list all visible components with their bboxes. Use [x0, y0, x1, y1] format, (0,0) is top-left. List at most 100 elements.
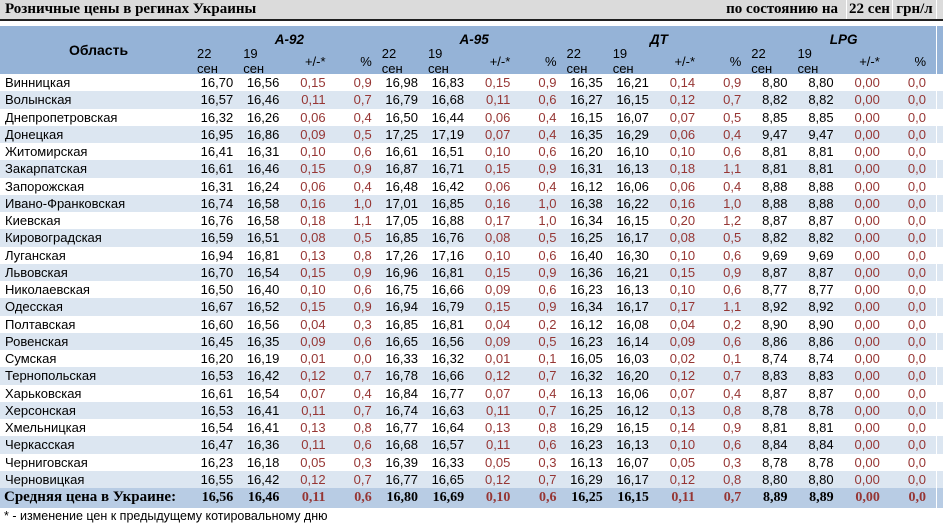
- price-cell: 8,86: [762, 333, 788, 349]
- price-cell: 16,23: [570, 437, 603, 453]
- region-name-cell: Черниговская: [5, 454, 88, 470]
- price-cell: 16,33: [431, 454, 465, 470]
- price-cell: 8,82: [762, 92, 788, 108]
- percent-cell: 0,0: [907, 247, 926, 263]
- percent-cell: 0,0: [907, 126, 926, 142]
- price-cell: 16,76: [200, 213, 234, 229]
- table-row: Николаевская 16,50 16,40 0,10 0,6 16,75 16,66 0…: [0, 281, 943, 299]
- price-cell: 16,70: [200, 75, 234, 91]
- price-cell: 16,55: [200, 471, 234, 487]
- price-cell: 8,87: [808, 264, 834, 280]
- change-cell: 0,15: [485, 75, 511, 91]
- percent-cell: 0,6: [723, 282, 742, 298]
- region-name-cell: Запорожская: [5, 178, 85, 194]
- change-cell: 0,15: [300, 299, 326, 315]
- percent-cell: 0,7: [353, 402, 372, 418]
- percent-cell: 0,3: [353, 316, 372, 332]
- table-row: Запорожская 16,31 16,24 0,06 0,4 16,48 16,42 0,…: [0, 177, 943, 195]
- percent-cell: 0,4: [353, 109, 372, 125]
- price-cell: 8,80: [808, 75, 834, 91]
- column-subheader: 19 сен: [243, 46, 265, 76]
- price-cell: 8,81: [762, 420, 788, 436]
- table-row: Ивано-Франковская 16,74 16,58 0,16 1,0 17,01 1…: [0, 194, 943, 212]
- price-cell: 16,86: [246, 126, 280, 142]
- percent-cell: 0,4: [538, 178, 557, 194]
- price-cell: 8,81: [762, 144, 788, 160]
- price-cell: 16,77: [385, 471, 418, 487]
- change-cell: 0,05: [300, 454, 326, 470]
- price-cell: 16,12: [616, 402, 649, 418]
- price-cell: 8,77: [808, 282, 834, 298]
- change-cell: 0,09: [669, 333, 696, 349]
- percent-cell: 0,4: [723, 178, 742, 194]
- percent-cell: 0,9: [538, 264, 557, 280]
- as-of-date: 22 сен: [846, 0, 892, 19]
- change-cell: 0,14: [669, 75, 696, 91]
- change-cell: 0,09: [485, 333, 511, 349]
- percent-cell: 0,0: [907, 333, 926, 349]
- percent-cell: 0,7: [353, 471, 372, 487]
- change-cell: 0,10: [669, 282, 696, 298]
- price-cell: 9,69: [808, 247, 834, 263]
- price-cell: 8,80: [808, 471, 834, 487]
- percent-cell: 0,4: [723, 126, 742, 142]
- price-cell: 16,85: [431, 195, 465, 211]
- column-subheader: 22 сен: [751, 46, 773, 76]
- change-cell: 0,00: [854, 333, 880, 349]
- percent-cell: 0,8: [353, 247, 372, 263]
- price-cell: 16,46: [246, 92, 280, 108]
- price-cell: 16,27: [570, 92, 603, 108]
- average-change-cell: 0,00: [855, 489, 880, 505]
- average-percent-cell: 0,7: [723, 489, 742, 505]
- price-cell: 16,19: [246, 351, 280, 367]
- right-gridline: [936, 26, 937, 508]
- price-cell: 16,34: [570, 299, 603, 315]
- change-cell: 0,00: [854, 213, 880, 229]
- price-cell: 16,15: [616, 213, 649, 229]
- change-cell: 0,11: [301, 437, 326, 453]
- change-cell: 0,08: [669, 230, 696, 246]
- price-cell: 16,42: [246, 471, 280, 487]
- percent-cell: 0,6: [353, 282, 372, 298]
- percent-cell: 0,7: [538, 402, 557, 418]
- table-row: Черниговская 16,23 16,18 0,05 0,3 16,39 16,33 0…: [0, 453, 943, 471]
- price-cell: 16,70: [200, 264, 234, 280]
- price-cell: 8,85: [762, 109, 788, 125]
- change-cell: 0,14: [669, 420, 696, 436]
- region-name-cell: Закарпатская: [5, 161, 88, 177]
- change-cell: 0,10: [669, 144, 696, 160]
- price-cell: 9,47: [808, 126, 834, 142]
- price-cell: 16,30: [616, 247, 649, 263]
- change-cell: 0,17: [669, 299, 696, 315]
- change-cell: 0,12: [485, 368, 511, 384]
- price-cell: 16,79: [385, 92, 418, 108]
- region-name-cell: Львовская: [5, 264, 68, 280]
- percent-cell: 0,7: [538, 368, 557, 384]
- change-cell: 0,13: [669, 402, 696, 418]
- average-price-cell: 16,25: [571, 489, 603, 505]
- price-cell: 16,07: [616, 109, 649, 125]
- percent-cell: 0,0: [907, 402, 926, 418]
- price-cell: 16,77: [431, 385, 465, 401]
- price-cell: 8,84: [808, 437, 834, 453]
- percent-cell: 0,2: [538, 316, 557, 332]
- change-cell: 0,06: [300, 178, 326, 194]
- change-cell: 0,10: [300, 144, 326, 160]
- price-cell: 16,03: [616, 351, 649, 367]
- change-cell: 0,16: [300, 195, 326, 211]
- price-cell: 16,84: [385, 385, 418, 401]
- change-cell: 0,16: [485, 195, 511, 211]
- change-cell: 0,20: [669, 213, 696, 229]
- price-cell: 16,14: [616, 333, 649, 349]
- percent-cell: 0,0: [907, 264, 926, 280]
- change-cell: 0,08: [485, 230, 511, 246]
- average-price-cell: 16,15: [617, 489, 649, 505]
- price-cell: 16,10: [616, 144, 649, 160]
- change-cell: 0,07: [669, 109, 696, 125]
- change-cell: 0,11: [485, 92, 511, 108]
- price-cell: 16,46: [246, 161, 280, 177]
- price-cell: 16,41: [246, 420, 280, 436]
- column-subheader: +/-*: [489, 53, 511, 69]
- footnote: * - изменение цен к предыдущему котирова…: [4, 509, 328, 523]
- change-cell: 0,06: [669, 126, 696, 142]
